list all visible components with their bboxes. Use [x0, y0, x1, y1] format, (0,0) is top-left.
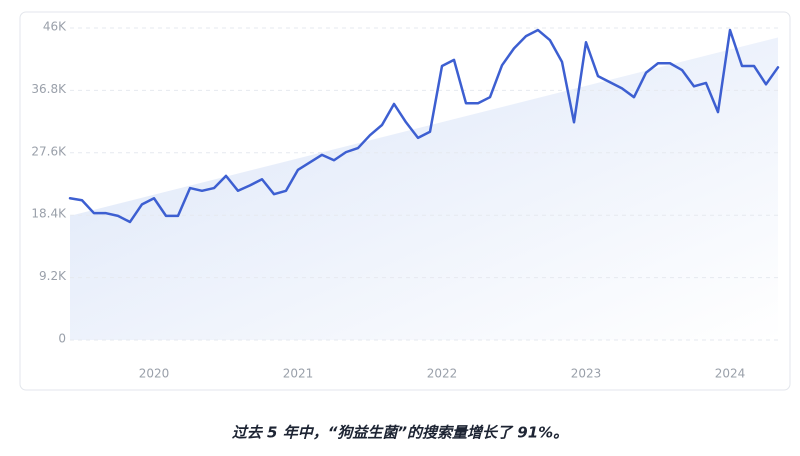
- x-tick-label: 2020: [139, 367, 170, 381]
- chart-frame: [19, 11, 791, 391]
- y-tick-label: 9.2K: [39, 269, 67, 283]
- y-tick-label: 46K: [43, 20, 67, 34]
- x-tick-label: 2023: [571, 367, 602, 381]
- y-tick-label: 27.6K: [31, 144, 67, 158]
- y-tick-label: 36.8K: [31, 82, 67, 96]
- x-tick-label: 2021: [283, 367, 314, 381]
- x-tick-label: 2024: [715, 367, 746, 381]
- y-tick-label: 0: [58, 332, 66, 346]
- y-tick-label: 18.4K: [31, 207, 67, 221]
- caption: 过去 5 年中，“狗益生菌”的搜索量增长了 91%。: [232, 424, 568, 442]
- x-tick-label: 2022: [427, 367, 458, 381]
- trend-area: [70, 37, 778, 340]
- line: [68, 28, 780, 224]
